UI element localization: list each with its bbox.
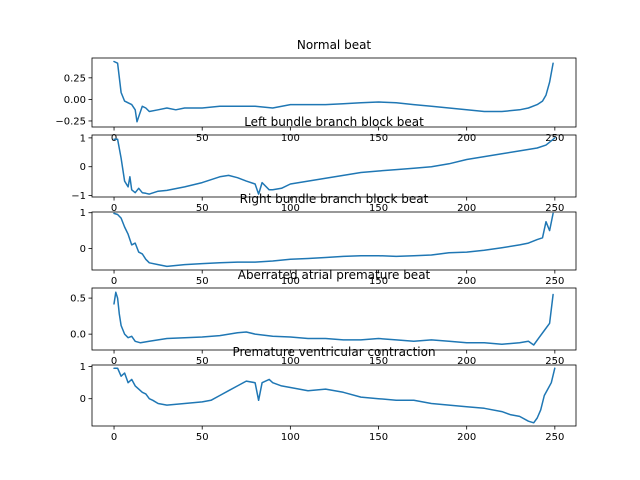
y-tick-label: 0	[80, 394, 86, 405]
x-tick-label: 50	[196, 276, 209, 287]
y-tick-label: 0.25	[64, 73, 86, 84]
y-tick-label: 1	[80, 133, 86, 144]
subplot-4: 0 50 100 150 200 250 0.5 0.0 Aberrated atrial pr…	[70, 268, 577, 367]
y-tick-label: 0.5	[70, 294, 86, 305]
y-tick-label: 0	[80, 244, 86, 255]
y-tick-label: 0.0	[70, 330, 86, 341]
y-tick-label: 0.00	[64, 95, 86, 106]
subplot-title: Premature ventricular contraction	[232, 345, 435, 359]
x-tick-label: 0	[111, 276, 117, 287]
x-tick-label: 200	[457, 203, 476, 214]
subplot-5: 0 50 100 150 200 250 1 0 Premature ventricular c…	[80, 345, 577, 443]
y-tick-label: 0	[80, 162, 86, 173]
x-tick-label: 100	[281, 432, 300, 443]
x-tick-label: 150	[369, 203, 388, 214]
series-line-3-1	[113, 212, 554, 268]
subplot-title: Normal beat	[297, 38, 372, 52]
series-line-5-1	[113, 367, 556, 424]
y-tick-label: −1	[71, 191, 86, 202]
series-line-2-1	[113, 137, 556, 195]
axes-frame	[91, 134, 577, 198]
subplot-3: 0 50 100 150 200 250 1 0 Right bundle branch blo…	[80, 192, 577, 287]
axes-frame	[91, 364, 577, 427]
y-tick-label: 1	[80, 208, 86, 219]
x-tick-label: 50	[196, 432, 209, 443]
x-tick-label: 50	[196, 356, 209, 367]
x-tick-label: 100	[281, 133, 300, 144]
x-tick-label: 250	[545, 276, 564, 287]
axes-frame	[91, 57, 577, 128]
x-tick-label: 50	[196, 133, 209, 144]
x-tick-label: 150	[369, 432, 388, 443]
x-tick-label: 200	[457, 432, 476, 443]
subplot-title: Left bundle branch block beat	[244, 115, 424, 129]
subplot-2: 0 50 100 150 200 250 1 0 −1 Left bundle branch bl…	[71, 115, 577, 214]
x-tick-label: 150	[369, 133, 388, 144]
x-tick-label: 250	[545, 203, 564, 214]
y-tick-label: −0.25	[55, 116, 86, 127]
x-tick-label: 250	[545, 356, 564, 367]
x-tick-label: 0	[111, 356, 117, 367]
x-tick-label: 50	[196, 203, 209, 214]
x-tick-label: 0	[111, 133, 117, 144]
axes-frame	[91, 211, 577, 271]
y-tick-label: 1	[80, 362, 86, 373]
x-tick-label: 0	[111, 203, 117, 214]
series-line-1-1	[113, 60, 554, 123]
axes-frame	[91, 287, 577, 351]
x-tick-label: 250	[545, 432, 564, 443]
x-tick-label: 100	[281, 356, 300, 367]
x-tick-label: 100	[281, 203, 300, 214]
x-tick-label: 200	[457, 356, 476, 367]
subplot-title: Aberrated atrial premature beat	[238, 268, 431, 282]
x-tick-label: 150	[369, 356, 388, 367]
x-tick-label: 0	[111, 432, 117, 443]
subplot-title: Right bundle branch block beat	[240, 192, 429, 206]
x-tick-label: 150	[369, 276, 388, 287]
series-line-4-1	[113, 291, 554, 346]
x-tick-label: 100	[281, 276, 300, 287]
x-tick-label: 200	[457, 276, 476, 287]
x-tick-label: 200	[457, 133, 476, 144]
